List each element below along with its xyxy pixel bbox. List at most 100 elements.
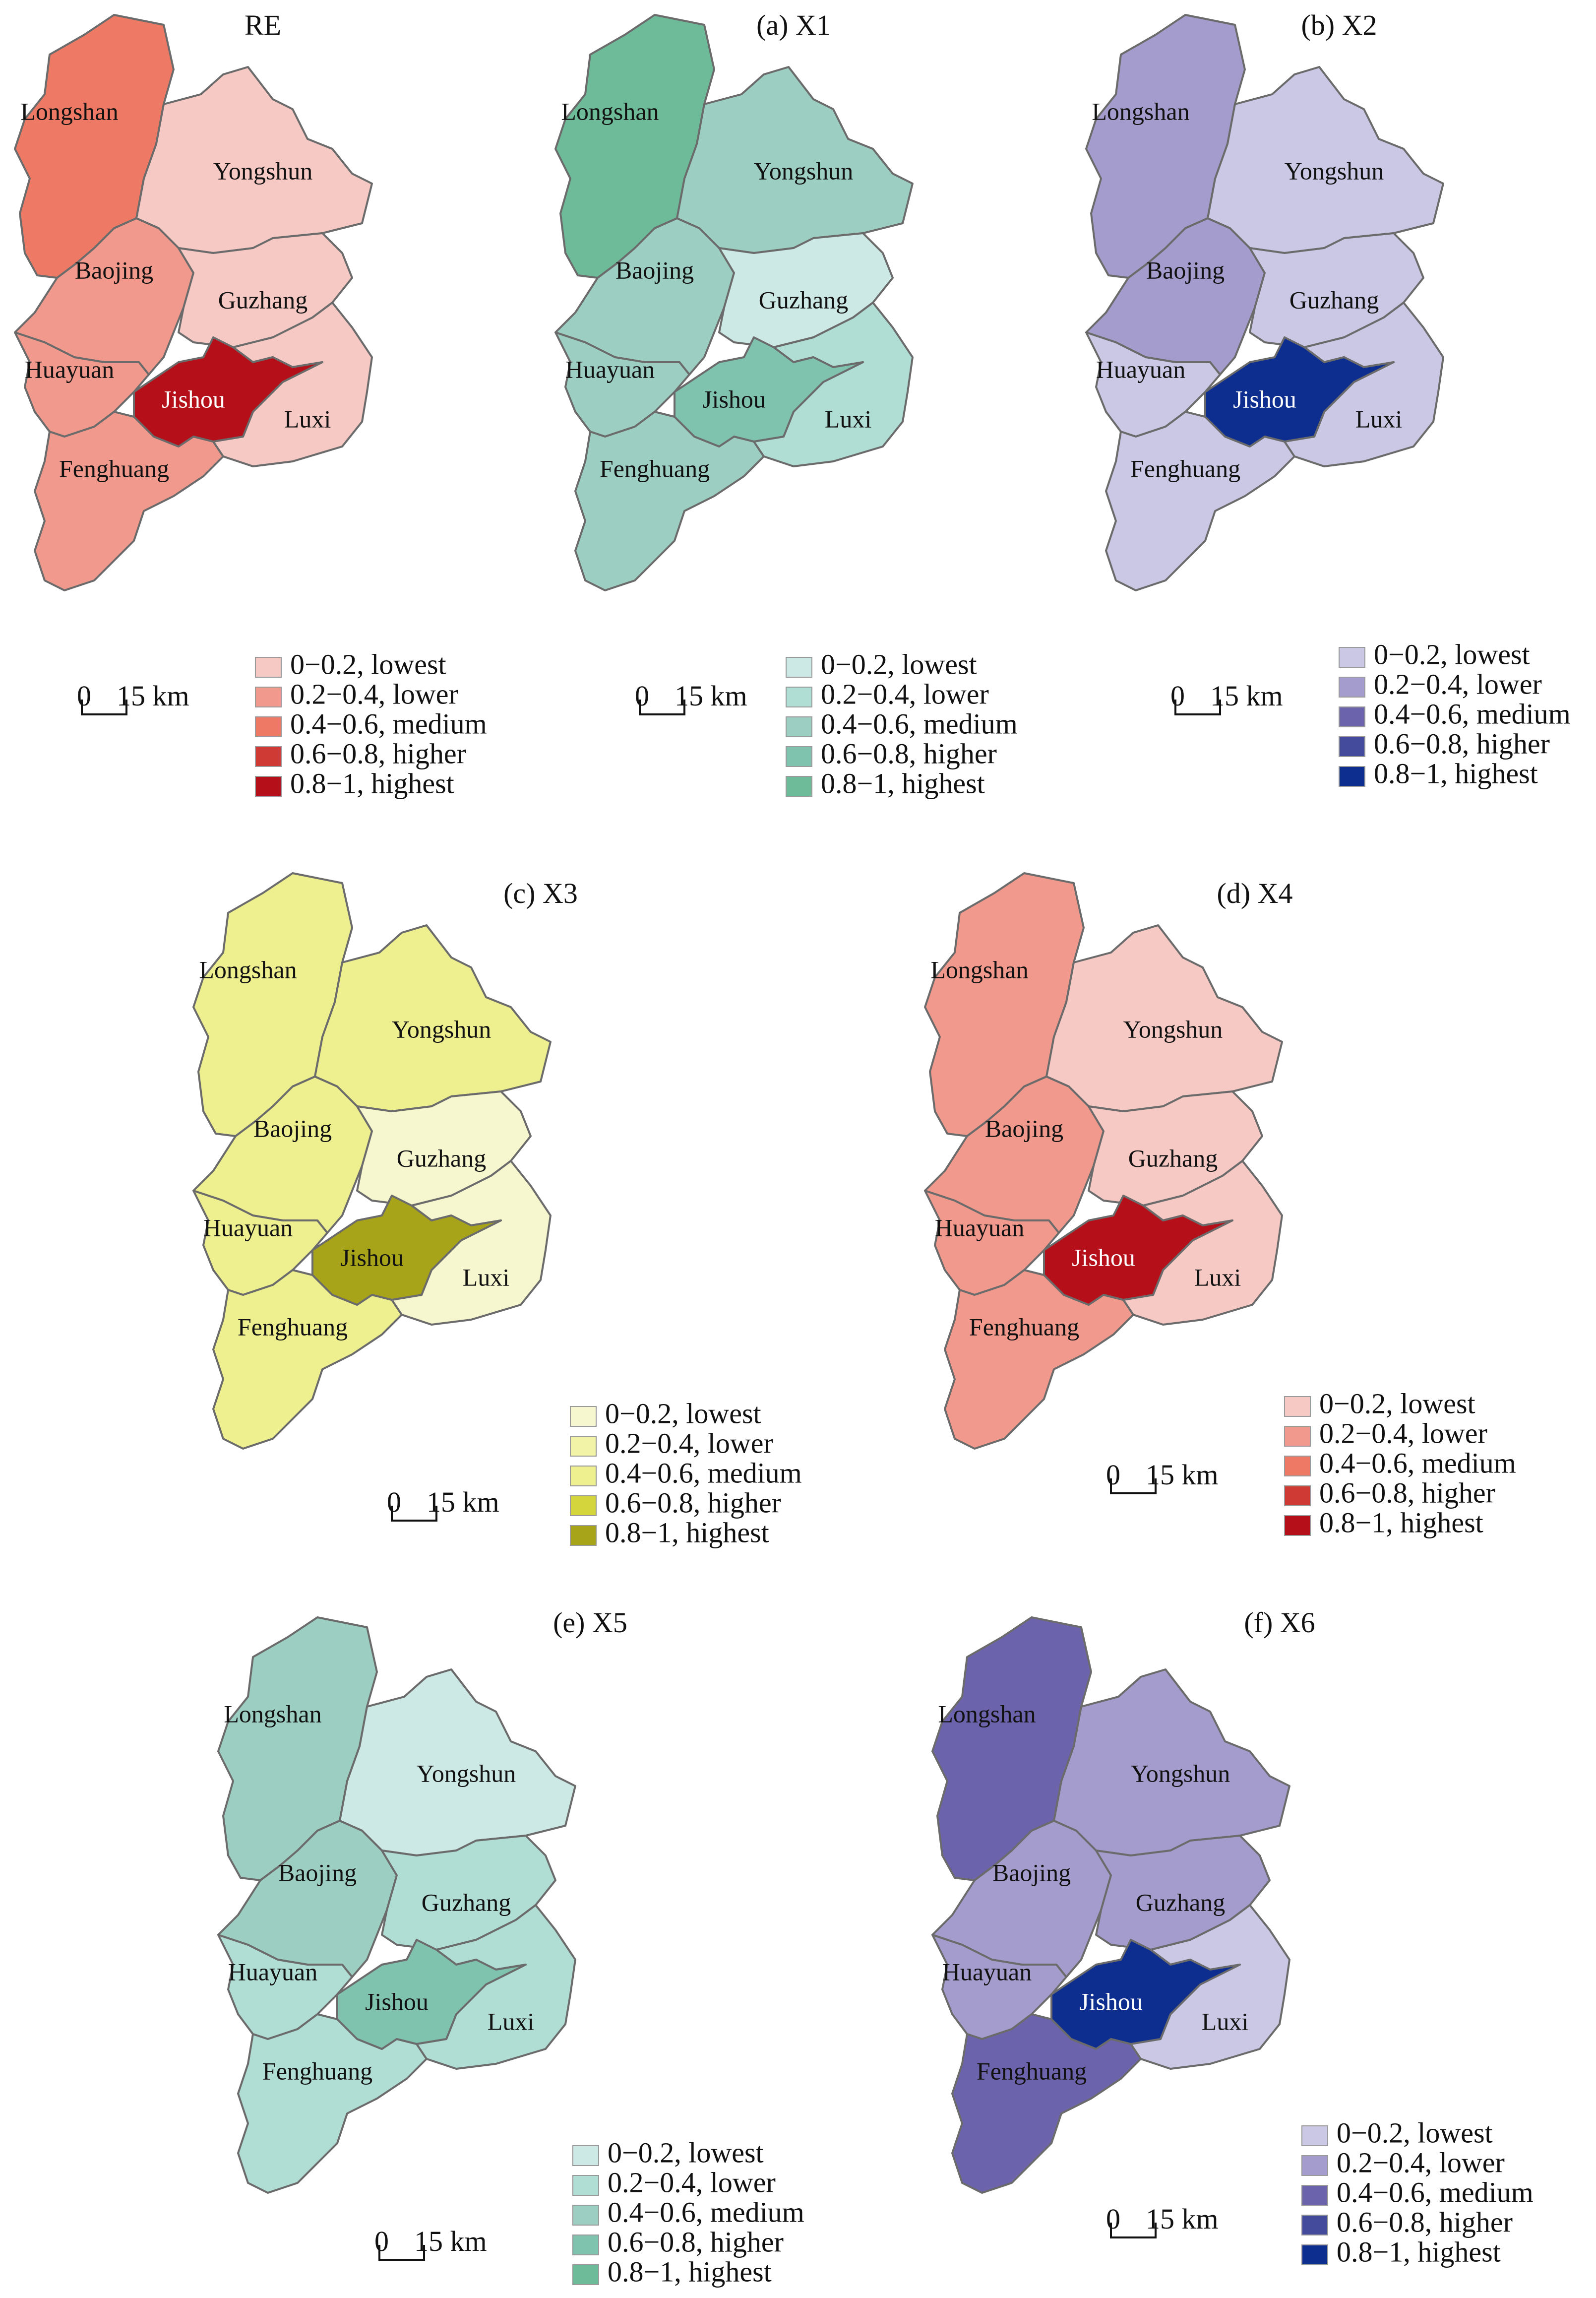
- region-label-jishou: Jishou: [1072, 1243, 1135, 1271]
- legend-label: 0−0.2, lowest: [605, 1397, 761, 1429]
- legend-label: 0.6−0.8, higher: [605, 1486, 781, 1519]
- region-label-huayuan: Huayuan: [565, 355, 655, 383]
- legend-swatch: [786, 657, 812, 678]
- panel-title: (b) X2: [1301, 9, 1377, 41]
- region-label-baojing: Baojing: [985, 1114, 1063, 1142]
- legend-label: 0.6−0.8, higher: [1374, 727, 1550, 760]
- legend-label: 0−0.2, lowest: [821, 648, 977, 680]
- scale-zero-label: 0: [1106, 2203, 1120, 2235]
- legend-label: 0.6−0.8, higher: [1337, 2206, 1513, 2238]
- scale-bar: [378, 2245, 425, 2261]
- legend-swatch: [1301, 2155, 1328, 2176]
- region-label-luxi: Luxi: [1202, 2007, 1248, 2035]
- district-map: Longshan Yongshun Baojing Guzhang Huayuan Fen…: [924, 872, 1283, 1450]
- region-label-guzhang: Guzhang: [759, 286, 849, 314]
- legend-swatch: [255, 716, 282, 737]
- scale-bar: [391, 1506, 437, 1522]
- panel-title: RE: [245, 9, 281, 41]
- legend-label: 0.2−0.4, lower: [290, 678, 458, 710]
- map-panel: Longshan Yongshun Baojing Guzhang Huayuan Fen…: [14, 9, 487, 799]
- region-label-huayuan: Huayuan: [935, 1213, 1025, 1241]
- region-label-fenghuang: Fenghuang: [262, 2057, 372, 2085]
- region-fenghuang: [1105, 411, 1295, 591]
- legend-label: 0−0.2, lowest: [290, 648, 446, 680]
- legend-label: 0.8−1, highest: [608, 2255, 772, 2288]
- region-label-longshan: Longshan: [930, 956, 1028, 983]
- region-label-baojing: Baojing: [1146, 256, 1225, 284]
- legend-swatch: [1339, 647, 1365, 668]
- scale-distance-label: 15 km: [414, 2225, 487, 2257]
- legend-label: 0.6−0.8, higher: [290, 737, 466, 769]
- scale-zero-label: 0: [387, 1486, 401, 1518]
- map-panel: Longshan Yongshun Baojing Guzhang Huayuan Fen…: [217, 1606, 804, 2288]
- legend-swatch: [1339, 736, 1365, 757]
- region-fenghuang: [237, 2013, 428, 2194]
- region-jishou: [674, 336, 864, 447]
- scale-bar: [1174, 700, 1221, 715]
- legend-label: 0.2−0.4, lower: [821, 678, 989, 710]
- region-fenghuang: [34, 411, 224, 591]
- region-label-luxi: Luxi: [1355, 405, 1402, 433]
- region-label-longshan: Longshan: [199, 956, 297, 983]
- scale-distance-label: 15 km: [675, 680, 747, 712]
- region-label-guzhang: Guzhang: [422, 1888, 511, 1916]
- legend-swatch: [1284, 1456, 1311, 1476]
- legend-swatch: [1301, 2125, 1328, 2146]
- legend-swatch: [1284, 1485, 1311, 1506]
- panel-title: (d) X4: [1217, 877, 1292, 909]
- scale-distance-label: 15 km: [117, 680, 189, 712]
- legend-swatch: [1301, 2215, 1328, 2235]
- legend-swatch: [572, 2264, 599, 2285]
- legend-swatch: [786, 716, 812, 737]
- legend-swatch: [255, 687, 282, 707]
- region-jishou: [311, 1195, 502, 1306]
- region-label-fenghuang: Fenghuang: [1130, 454, 1240, 482]
- legend-swatch: [255, 776, 282, 797]
- panel-title: (a) X1: [756, 9, 831, 41]
- region-label-guzhang: Guzhang: [1136, 1888, 1226, 1916]
- region-label-baojing: Baojing: [75, 256, 153, 284]
- scale-bar: [639, 700, 685, 715]
- legend-swatch: [572, 2175, 599, 2196]
- legend-swatch: [1284, 1515, 1311, 1536]
- region-label-huayuan: Huayuan: [1096, 355, 1186, 383]
- scale-zero-label: 0: [374, 2225, 389, 2257]
- region-label-jishou: Jishou: [1079, 1987, 1143, 2015]
- scale-zero-label: 0: [77, 680, 91, 712]
- region-label-jishou: Jishou: [365, 1987, 429, 2015]
- region-label-jishou: Jishou: [1233, 385, 1296, 413]
- region-label-yongshun: Yongshun: [213, 157, 313, 185]
- region-label-longshan: Longshan: [20, 97, 118, 125]
- region-label-fenghuang: Fenghuang: [238, 1313, 348, 1340]
- region-label-baojing: Baojing: [253, 1114, 332, 1142]
- region-label-guzhang: Guzhang: [1289, 286, 1379, 314]
- legend-swatch: [1339, 677, 1365, 698]
- legend-swatch: [255, 746, 282, 767]
- region-label-luxi: Luxi: [825, 405, 871, 433]
- region-label-yongshun: Yongshun: [1123, 1015, 1223, 1043]
- scale-bar: [1110, 2223, 1157, 2238]
- region-label-jishou: Jishou: [702, 385, 766, 413]
- region-label-fenghuang: Fenghuang: [977, 2057, 1087, 2085]
- region-label-luxi: Luxi: [284, 405, 331, 433]
- map-panel: Longshan Yongshun Baojing Guzhang Huayuan Fen…: [1085, 9, 1571, 789]
- legend-label: 0.8−1, highest: [1319, 1506, 1483, 1538]
- region-label-jishou: Jishou: [162, 385, 225, 413]
- legend-swatch: [786, 776, 812, 797]
- legend-label: 0.8−1, highest: [821, 767, 985, 799]
- map-panel: Longshan Yongshun Baojing Guzhang Huayuan Fen…: [924, 872, 1516, 1538]
- district-map: Longshan Yongshun Baojing Guzhang Huayuan Fen…: [931, 1616, 1290, 2194]
- legend-label: 0.4−0.6, medium: [821, 707, 1018, 740]
- legend-label: 0.2−0.4, lower: [1319, 1417, 1487, 1449]
- district-map: Longshan Yongshun Baojing Guzhang Huayuan Fen…: [192, 872, 552, 1450]
- region-label-longshan: Longshan: [938, 1700, 1036, 1727]
- legend-swatch: [1284, 1426, 1311, 1447]
- legend-label: 0.8−1, highest: [290, 767, 454, 799]
- region-label-fenghuang: Fenghuang: [969, 1313, 1079, 1340]
- district-map: Longshan Yongshun Baojing Guzhang Huayuan Fen…: [1085, 14, 1444, 591]
- legend-label: 0.4−0.6, medium: [1319, 1447, 1516, 1479]
- region-label-luxi: Luxi: [488, 2007, 534, 2035]
- legend-label: 0−0.2, lowest: [1374, 638, 1530, 670]
- legend-label: 0.2−0.4, lower: [1337, 2146, 1505, 2178]
- legend-label: 0.8−1, highest: [1337, 2235, 1501, 2268]
